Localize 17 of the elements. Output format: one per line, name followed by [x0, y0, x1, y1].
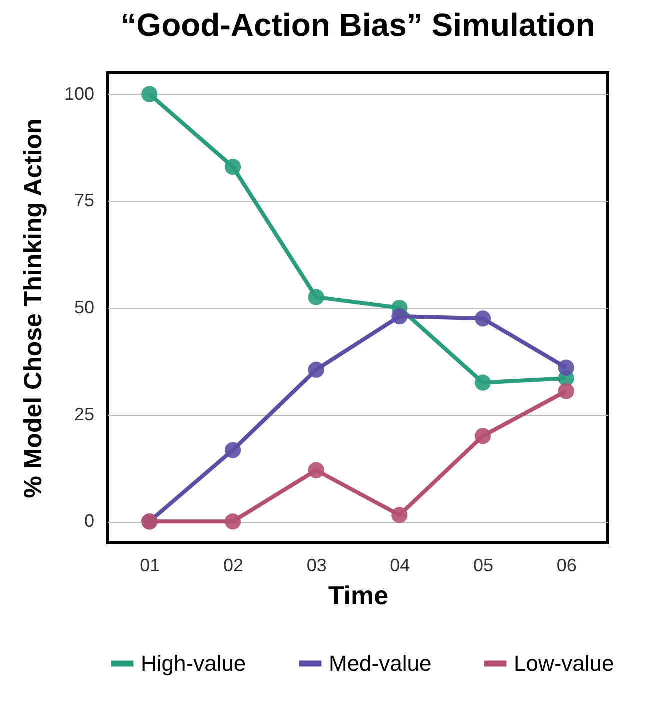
x-tick-label: 02 [223, 556, 244, 576]
x-tick-label: 06 [556, 556, 577, 576]
y-tick-label: 100 [64, 84, 94, 104]
x-tick-label: 01 [140, 556, 160, 576]
legend-label: Low-value [514, 650, 614, 676]
x-tick-label: 04 [390, 556, 410, 576]
y-axis-title: % Model Chose Thinking Action [19, 118, 48, 498]
legend-label: High-value [141, 650, 246, 676]
y-tick-label: 0 [84, 511, 94, 532]
y-tick-label: 75 [74, 190, 94, 211]
y-tick-label: 25 [74, 404, 94, 424]
legend-label: Med-value [329, 650, 432, 676]
x-tick-label: 05 [473, 556, 494, 576]
chart-title: “Good-Action Bias” Simulation [120, 7, 596, 43]
y-tick-label: 50 [74, 298, 94, 318]
x-tick-label: 03 [306, 556, 327, 576]
x-axis-title: Time [328, 580, 389, 610]
